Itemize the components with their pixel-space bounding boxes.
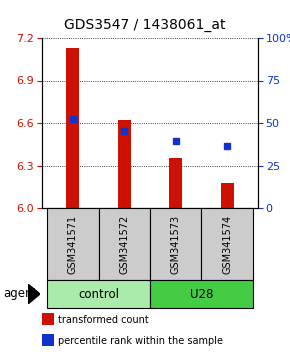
Bar bbox=[42, 313, 54, 325]
Bar bbox=[66, 48, 79, 208]
Bar bbox=[42, 335, 54, 346]
Bar bbox=[169, 159, 182, 208]
Text: GSM341572: GSM341572 bbox=[119, 215, 129, 274]
Text: GSM341574: GSM341574 bbox=[222, 215, 232, 274]
Text: percentile rank within the sample: percentile rank within the sample bbox=[58, 336, 223, 346]
Bar bbox=[99, 208, 150, 280]
Text: agent: agent bbox=[3, 287, 37, 301]
Text: GSM341573: GSM341573 bbox=[171, 215, 181, 274]
Text: U28: U28 bbox=[190, 287, 213, 301]
Bar bbox=[202, 208, 253, 280]
Text: GDS3547 / 1438061_at: GDS3547 / 1438061_at bbox=[64, 18, 226, 32]
Bar bbox=[150, 280, 253, 308]
Bar bbox=[221, 183, 233, 208]
Bar bbox=[47, 280, 150, 308]
Bar bbox=[47, 208, 99, 280]
Text: transformed count: transformed count bbox=[58, 315, 149, 325]
Text: control: control bbox=[78, 287, 119, 301]
Bar bbox=[118, 120, 131, 208]
Polygon shape bbox=[28, 284, 40, 304]
Bar bbox=[150, 208, 202, 280]
Text: GSM341571: GSM341571 bbox=[68, 215, 78, 274]
